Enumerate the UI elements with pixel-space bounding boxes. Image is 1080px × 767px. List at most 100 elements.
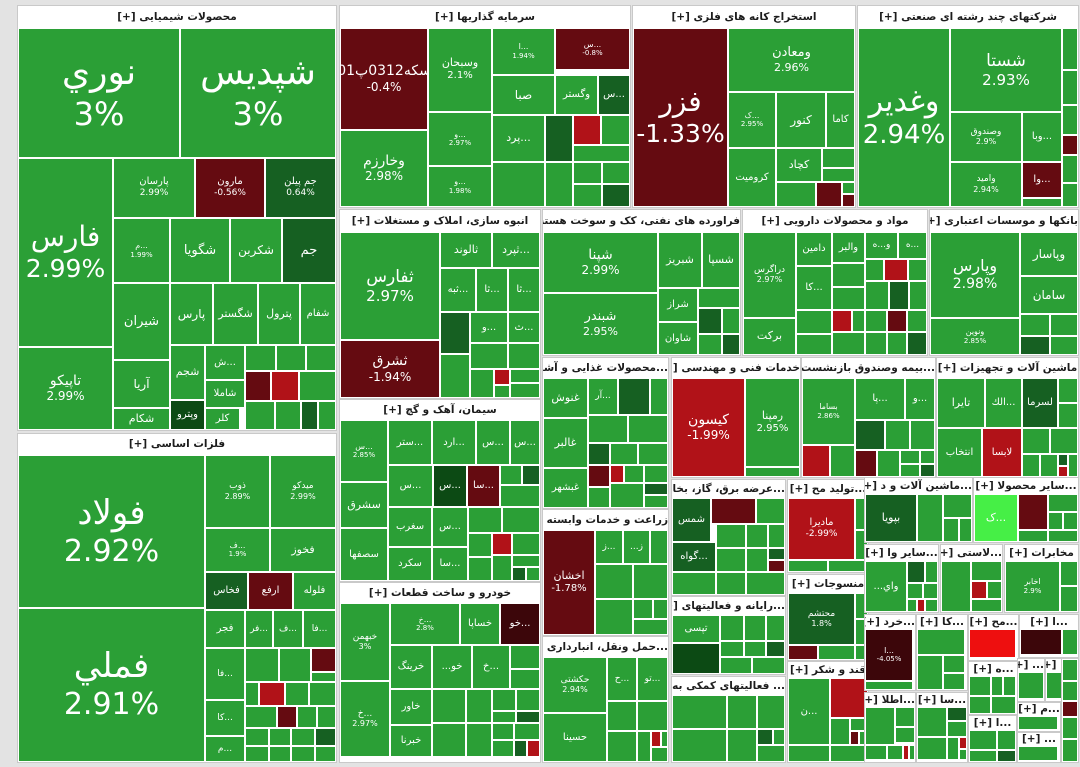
sector-header[interactable]: ...بیمه وصندوق بازنشست [+] xyxy=(802,358,935,378)
tile[interactable] xyxy=(720,615,744,641)
tile[interactable] xyxy=(887,310,907,332)
tile[interactable] xyxy=(1020,336,1050,355)
sector-header[interactable]: مواد و محصولات دارویی [+] xyxy=(743,210,927,232)
stock-tile[interactable]: ...س xyxy=(433,465,467,507)
tile[interactable] xyxy=(601,115,630,145)
tile[interactable] xyxy=(644,483,668,495)
stock-tile[interactable]: وامید 2.94% xyxy=(950,162,1022,207)
tile[interactable] xyxy=(1050,314,1078,336)
tile[interactable] xyxy=(311,672,336,682)
tile[interactable] xyxy=(768,524,785,548)
tile[interactable] xyxy=(1062,155,1078,183)
tile[interactable] xyxy=(768,548,785,560)
tile[interactable] xyxy=(492,555,512,581)
tile[interactable] xyxy=(716,572,746,595)
tile[interactable] xyxy=(1062,629,1078,655)
stock-tile[interactable]: ...فر xyxy=(245,610,273,648)
tile[interactable] xyxy=(788,745,830,762)
sector-header[interactable]: ...سایر وا [+] xyxy=(865,545,938,561)
tile[interactable] xyxy=(756,498,785,524)
stock-tile[interactable]: شاملا xyxy=(205,380,245,408)
sector-header[interactable]: ...مح [+] xyxy=(969,615,1018,629)
tile[interactable] xyxy=(895,727,915,743)
tile[interactable] xyxy=(745,467,800,477)
stock-tile[interactable]: ...فا xyxy=(303,610,336,648)
tile[interactable] xyxy=(633,619,668,635)
stock-tile[interactable]: ...خ xyxy=(472,645,510,689)
tile[interactable] xyxy=(796,334,832,355)
tile[interactable] xyxy=(969,629,1016,658)
tile[interactable] xyxy=(757,745,785,762)
stock-tile[interactable]: ذوب 2.89% xyxy=(205,455,270,528)
tile[interactable] xyxy=(494,369,510,385)
stock-tile[interactable]: واي... xyxy=(865,561,907,612)
tile[interactable] xyxy=(637,701,668,731)
stock-tile[interactable]: ...ث xyxy=(508,312,540,343)
tile[interactable] xyxy=(1062,681,1078,701)
tile[interactable] xyxy=(943,655,965,673)
tile[interactable] xyxy=(607,731,637,762)
stock-tile[interactable]: لسرما xyxy=(1022,378,1058,428)
tile[interactable] xyxy=(512,567,526,581)
tile[interactable] xyxy=(595,564,633,599)
stock-tile[interactable]: ...ف 1.9% xyxy=(205,528,270,572)
stock-tile[interactable]: محتشم 1.8% xyxy=(788,593,855,645)
tile[interactable] xyxy=(299,371,336,401)
tile[interactable] xyxy=(1062,105,1078,135)
stock-tile[interactable]: جم پیلن 0.64% xyxy=(265,158,336,218)
tile[interactable] xyxy=(720,641,744,657)
tile[interactable] xyxy=(722,308,740,334)
stock-tile[interactable]: فخاس xyxy=(205,572,248,610)
stock-tile[interactable]: وگستر xyxy=(555,75,598,115)
stock-tile[interactable]: شسپا xyxy=(702,232,740,288)
stock-tile[interactable]: ...ح xyxy=(607,657,637,701)
tile[interactable] xyxy=(291,746,315,762)
tile[interactable] xyxy=(633,564,668,599)
sector-header[interactable]: استخراج کانه های فلزی [+] xyxy=(633,6,855,28)
stock-tile[interactable]: ...س xyxy=(598,75,630,115)
tile[interactable] xyxy=(610,483,644,508)
tile[interactable] xyxy=(889,281,909,310)
stock-tile[interactable]: دراگرس 2.97% xyxy=(743,232,796,318)
sector-header[interactable]: سیمان، آهک و گچ [+] xyxy=(340,400,540,420)
stock-tile[interactable]: وپاسار xyxy=(1020,232,1078,276)
tile[interactable] xyxy=(492,723,514,740)
sector-header[interactable]: ...سا [+] xyxy=(917,693,967,707)
tile[interactable] xyxy=(512,533,540,555)
tile[interactable] xyxy=(865,681,913,690)
tile[interactable] xyxy=(468,557,492,581)
tile[interactable] xyxy=(275,401,301,430)
stock-tile[interactable]: انتخاب xyxy=(937,428,982,477)
tile[interactable] xyxy=(269,746,291,762)
stock-tile[interactable]: وپترو xyxy=(170,400,205,430)
stock-tile[interactable]: کچاد xyxy=(776,148,822,182)
tile[interactable] xyxy=(245,345,276,371)
stock-tile[interactable]: حسینا xyxy=(543,713,607,762)
tile[interactable] xyxy=(510,383,540,398)
tile[interactable] xyxy=(545,162,573,207)
tile[interactable] xyxy=(573,162,602,184)
tile[interactable] xyxy=(722,334,740,355)
tile[interactable] xyxy=(917,599,925,612)
stock-tile[interactable]: تاپیکو 2.99% xyxy=(18,347,113,430)
stock-tile[interactable]: ثشرق -1.94% xyxy=(340,340,440,398)
tile[interactable] xyxy=(788,560,828,572)
tile[interactable] xyxy=(602,162,630,184)
tile[interactable] xyxy=(297,706,317,728)
tile[interactable] xyxy=(907,599,917,612)
tile[interactable] xyxy=(997,750,1016,762)
tile[interactable] xyxy=(1050,428,1078,454)
tile[interactable] xyxy=(908,259,927,281)
tile[interactable] xyxy=(573,145,630,162)
sector-header[interactable]: منسوجات [+] xyxy=(788,575,868,593)
tile[interactable] xyxy=(512,555,540,567)
tile[interactable] xyxy=(766,615,785,641)
tile[interactable] xyxy=(746,572,785,595)
sector-header[interactable]: ...محصولات غذایی و آشا [+] xyxy=(543,358,668,378)
stock-tile[interactable]: شستا 2.93% xyxy=(950,28,1062,112)
tile[interactable] xyxy=(1048,530,1078,542)
stock-tile[interactable]: کنور xyxy=(776,92,826,148)
stock-tile[interactable]: ...ارد xyxy=(432,420,476,465)
tile[interactable] xyxy=(1060,586,1078,612)
tile[interactable] xyxy=(440,312,470,354)
